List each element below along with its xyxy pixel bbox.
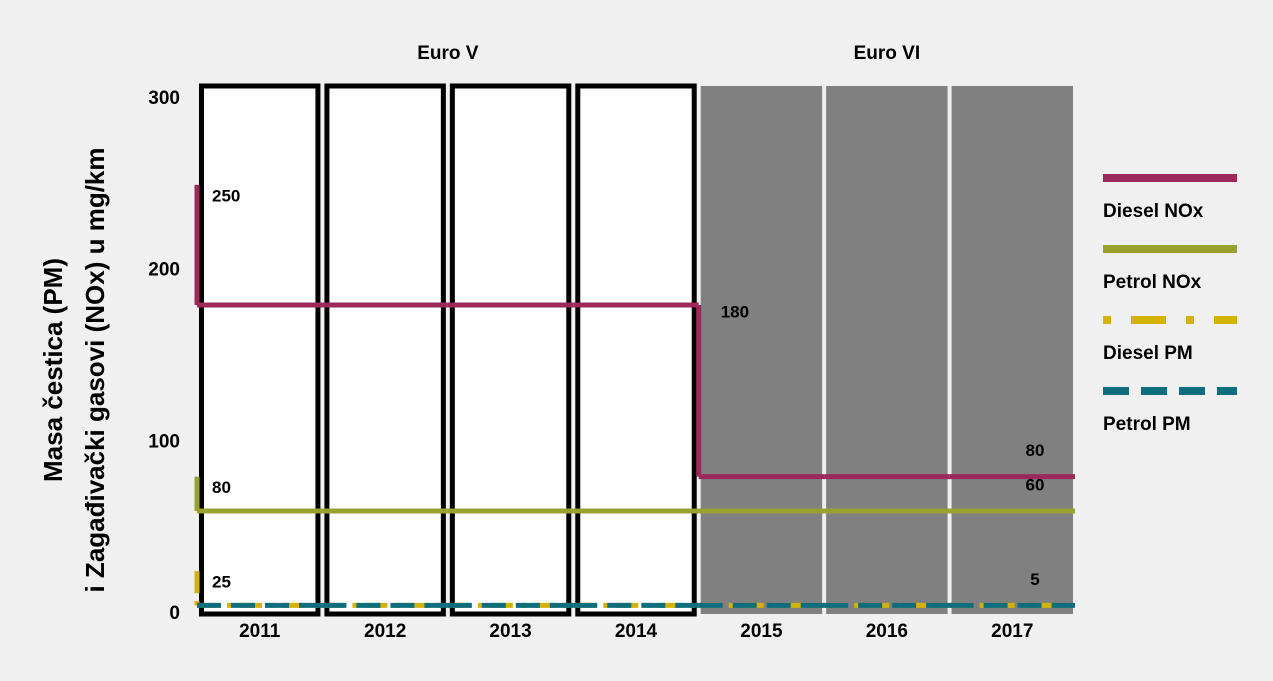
legend-label: Petrol PM [1103, 414, 1191, 435]
x-tick-label: 2011 [239, 621, 281, 642]
x-tick-label: 2012 [364, 621, 406, 642]
y-tick-label: 200 [148, 260, 180, 281]
x-tick-label: 2014 [615, 621, 658, 642]
data-label: 25 [212, 573, 231, 592]
column [700, 86, 823, 614]
data-label: 80 [212, 478, 231, 497]
y-axis-title: Masa čestica (PM) [38, 258, 68, 482]
data-label: 180 [721, 302, 749, 321]
y-tick-label: 100 [148, 431, 180, 452]
data-label: 250 [212, 186, 240, 205]
y-tick-label: 0 [169, 603, 180, 624]
x-tick-label: 2013 [489, 621, 531, 642]
legend-label: Petrol NOx [1103, 272, 1202, 293]
column [199, 83, 321, 617]
column [575, 83, 697, 617]
period-label: Euro VI [854, 43, 921, 64]
period-label: Euro V [417, 43, 479, 64]
x-tick-label: 2015 [740, 621, 783, 642]
data-label: 60 [1026, 475, 1045, 494]
column [449, 83, 572, 617]
column [951, 86, 1073, 614]
y-axis-title: i Zagađivački gasovi (NOx) u mg/km [80, 147, 110, 592]
data-label: 80 [1026, 441, 1045, 460]
legend-label: Diesel NOx [1103, 201, 1204, 222]
y-tick-label: 300 [148, 88, 180, 109]
x-tick-label: 2016 [866, 621, 908, 642]
column [324, 83, 446, 617]
column [826, 86, 948, 614]
legend-label: Diesel PM [1103, 343, 1193, 364]
data-label: 5 [1030, 570, 1039, 589]
x-tick-label: 2017 [991, 621, 1033, 642]
